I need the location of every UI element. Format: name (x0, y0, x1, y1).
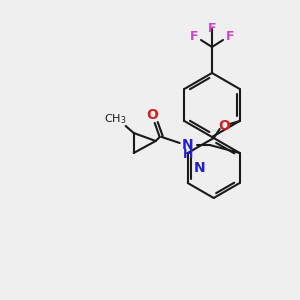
Text: F: F (226, 31, 234, 44)
Text: N: N (182, 138, 194, 152)
Text: F: F (190, 31, 198, 44)
Text: H: H (182, 148, 193, 161)
Text: O: O (146, 108, 158, 122)
Text: O: O (218, 119, 230, 133)
Text: N: N (194, 161, 206, 175)
Text: CH$_3$: CH$_3$ (104, 112, 127, 126)
Text: F: F (208, 22, 216, 35)
